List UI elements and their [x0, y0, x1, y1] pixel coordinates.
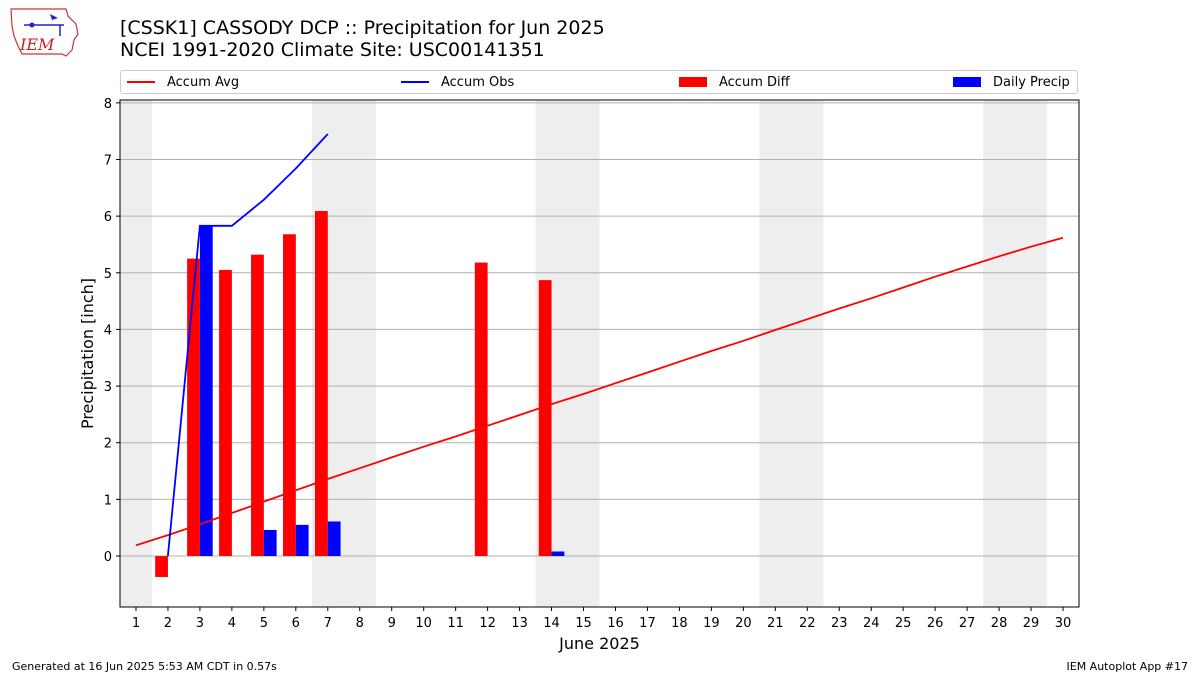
x-tick-label-15: 15 — [575, 616, 592, 631]
bar-accum-diff-6 — [283, 234, 296, 557]
bar-accum-diff-3 — [187, 258, 200, 557]
bar-daily-precip-7 — [327, 521, 341, 557]
x-tick-label-1: 1 — [132, 616, 140, 631]
legend-swatch — [679, 77, 707, 87]
line-accum-avg — [135, 236, 1064, 547]
x-tick-label-3: 3 — [196, 616, 204, 631]
x-tick-label-26: 26 — [927, 616, 944, 631]
x-tick-label-17: 17 — [639, 616, 656, 631]
legend-swatch — [953, 77, 981, 87]
weekend-band-4 — [983, 100, 1048, 607]
footer-app: IEM Autoplot App #17 — [1066, 660, 1189, 673]
legend-item-accum-avg: Accum Avg — [127, 74, 239, 90]
legend-label: Accum Diff — [719, 74, 790, 90]
x-tick-label-6: 6 — [292, 616, 300, 631]
x-tick-label-7: 7 — [324, 616, 332, 631]
x-tick-label-4: 4 — [228, 616, 236, 631]
legend-label: Accum Avg — [167, 74, 240, 90]
legend-item-daily-precip: Daily Precip — [953, 74, 1070, 90]
y-tick-label-2: 2 — [104, 437, 112, 452]
footer-generated: Generated at 16 Jun 2025 5:53 AM CDT in … — [12, 660, 277, 673]
y-tick-label-0: 0 — [104, 550, 112, 565]
plot-frame — [119, 99, 1080, 608]
y-tick-label-8: 8 — [104, 97, 112, 112]
x-tick-label-23: 23 — [831, 616, 848, 631]
legend: Accum Avg Accum Obs Accum Diff Daily Pre… — [120, 70, 1078, 94]
x-tick-label-2: 2 — [164, 616, 172, 631]
chart-title: [CSSK1] CASSODY DCP :: Precipitation for… — [120, 17, 605, 39]
x-tick-label-28: 28 — [991, 616, 1008, 631]
legend-swatch — [401, 81, 429, 83]
bar-accum-diff-14 — [538, 280, 552, 557]
bar-daily-precip-5 — [263, 529, 277, 557]
x-tick-label-24: 24 — [863, 616, 880, 631]
logo-text: IEM — [19, 35, 55, 54]
legend-swatch — [127, 81, 155, 83]
y-axis-label: Precipitation [inch] — [78, 278, 97, 429]
x-tick-label-30: 30 — [1055, 616, 1072, 631]
chart-subtitle: NCEI 1991-2020 Climate Site: USC00141351 — [120, 39, 545, 61]
x-tick-label-20: 20 — [735, 616, 752, 631]
legend-label: Daily Precip — [993, 74, 1070, 90]
x-tick-label-9: 9 — [388, 616, 396, 631]
x-tick-label-11: 11 — [447, 616, 464, 631]
x-tick-label-5: 5 — [260, 616, 268, 631]
weekend-band-0 — [120, 100, 152, 607]
x-tick-label-18: 18 — [671, 616, 688, 631]
bar-accum-diff-2 — [155, 556, 168, 577]
iem-logo: IEM — [10, 8, 79, 57]
legend-item-accum-diff: Accum Diff — [679, 74, 790, 90]
bar-daily-precip-14 — [551, 551, 565, 557]
x-tick-label-10: 10 — [415, 616, 432, 631]
x-tick-label-14: 14 — [543, 616, 560, 631]
x-axis-label: June 2025 — [558, 634, 640, 653]
x-tick-label-21: 21 — [767, 616, 784, 631]
bar-accum-diff-4 — [219, 269, 232, 557]
y-tick-label-1: 1 — [104, 493, 112, 508]
x-tick-label-29: 29 — [1023, 616, 1040, 631]
x-tick-label-25: 25 — [895, 616, 912, 631]
y-tick-label-6: 6 — [104, 210, 112, 225]
legend-item-accum-obs: Accum Obs — [401, 74, 514, 90]
bar-accum-diff-5 — [251, 254, 264, 557]
x-tick-label-27: 27 — [959, 616, 976, 631]
x-tick-label-12: 12 — [479, 616, 496, 631]
x-tick-label-22: 22 — [799, 616, 816, 631]
weekend-band-3 — [759, 100, 824, 607]
y-tick-label-4: 4 — [104, 323, 112, 338]
bar-accum-diff-7 — [314, 211, 328, 557]
bar-daily-precip-6 — [295, 524, 309, 557]
bar-accum-diff-12 — [474, 262, 488, 557]
x-tick-label-16: 16 — [607, 616, 624, 631]
y-tick-label-7: 7 — [104, 153, 112, 168]
bar-daily-precip-3 — [199, 225, 213, 557]
y-tick-label-3: 3 — [104, 380, 112, 395]
y-tick-label-5: 5 — [104, 267, 112, 282]
legend-label: Accum Obs — [441, 74, 515, 90]
x-tick-label-13: 13 — [511, 616, 528, 631]
x-tick-label-8: 8 — [356, 616, 364, 631]
x-tick-label-19: 19 — [703, 616, 720, 631]
line-accum-obs — [167, 133, 329, 557]
